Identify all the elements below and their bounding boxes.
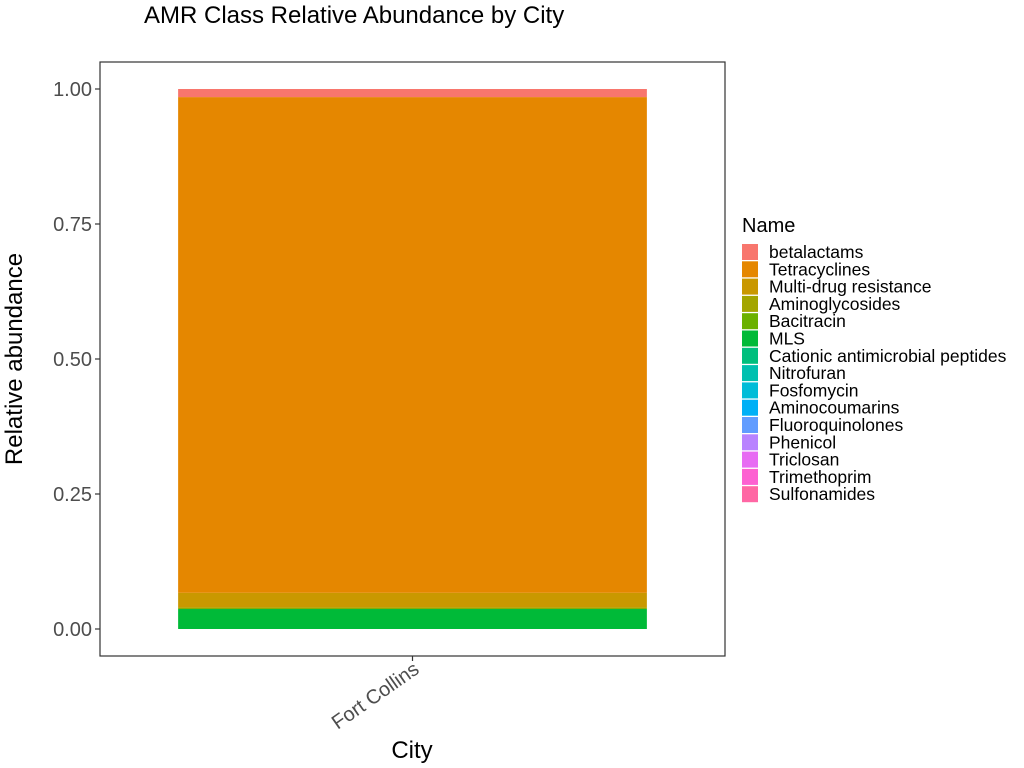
legend-key-triclosan (742, 451, 758, 468)
legend-key-sulfonamides (742, 486, 758, 503)
legend-label: Aminocoumarins (769, 398, 900, 418)
legend-key-aminocoumarins (742, 399, 758, 416)
legend-key-bacitracin (742, 313, 758, 330)
legend-label: Fluoroquinolones (769, 415, 904, 435)
legend-key-cationic-antimicrobial-peptides (742, 347, 758, 364)
y-axis-label-group: Relative abundance (1, 253, 28, 465)
legend-label: Nitrofuran (769, 363, 846, 383)
legend-key-betalactams (742, 244, 758, 260)
bar-segment-multi-drug-resistance (178, 592, 647, 608)
bar-segment-tetracyclines (178, 97, 647, 593)
y-ticks-group: 0.00 0.25 0.50 0.75 1.00 (53, 79, 100, 641)
legend-key-fluoroquinolones (742, 417, 758, 433)
legend-key-trimethoprim (742, 468, 758, 485)
legend-label: Tetracyclines (769, 259, 870, 279)
legend-label: Trimethoprim (769, 467, 871, 487)
legend-key-multi-drug-resistance (742, 278, 758, 295)
legend-key-aminoglycosides (742, 295, 758, 312)
bars-group (178, 89, 647, 629)
y-axis-label: Relative abundance (1, 253, 28, 465)
y-tick-label: 1.00 (53, 79, 92, 101)
legend-label: Multi-drug resistance (769, 277, 931, 297)
bar-segment-betalactams (178, 89, 647, 98)
legend-label: Aminoglycosides (769, 294, 901, 314)
legend-key-fosfomycin (742, 382, 758, 399)
legend-key-mls (742, 330, 758, 347)
y-tick-label: 0.75 (53, 214, 92, 236)
x-tick-label: Fort Collins (328, 658, 423, 734)
bar-segment-bacitracin (178, 608, 647, 610)
legend-key-tetracyclines (742, 261, 758, 278)
bar-segment-mls (178, 609, 647, 629)
legend-label: Cationic antimicrobial peptides (769, 346, 1007, 366)
legend-title: Name (742, 215, 795, 237)
bar-segment-aminoglycosides (178, 607, 647, 609)
legend-key-phenicol (742, 434, 758, 451)
legend-label: betalactams (769, 242, 864, 262)
legend-label: Triclosan (769, 450, 839, 470)
y-tick-label: 0.25 (53, 484, 92, 506)
x-axis-label: City (391, 737, 432, 764)
legend-key-nitrofuran (742, 365, 758, 382)
legend-label: Fosfomycin (769, 380, 858, 400)
y-tick-label: 0.50 (53, 349, 92, 371)
legend-label: Bacitracin (769, 311, 846, 331)
legend-label: Sulfonamides (769, 484, 875, 504)
legend-label: MLS (769, 329, 805, 349)
x-ticks-group: Fort Collins (328, 656, 423, 734)
y-tick-label: 0.00 (53, 619, 92, 641)
chart-title: AMR Class Relative Abundance by City (144, 2, 564, 29)
legend-label: Phenicol (769, 432, 836, 452)
